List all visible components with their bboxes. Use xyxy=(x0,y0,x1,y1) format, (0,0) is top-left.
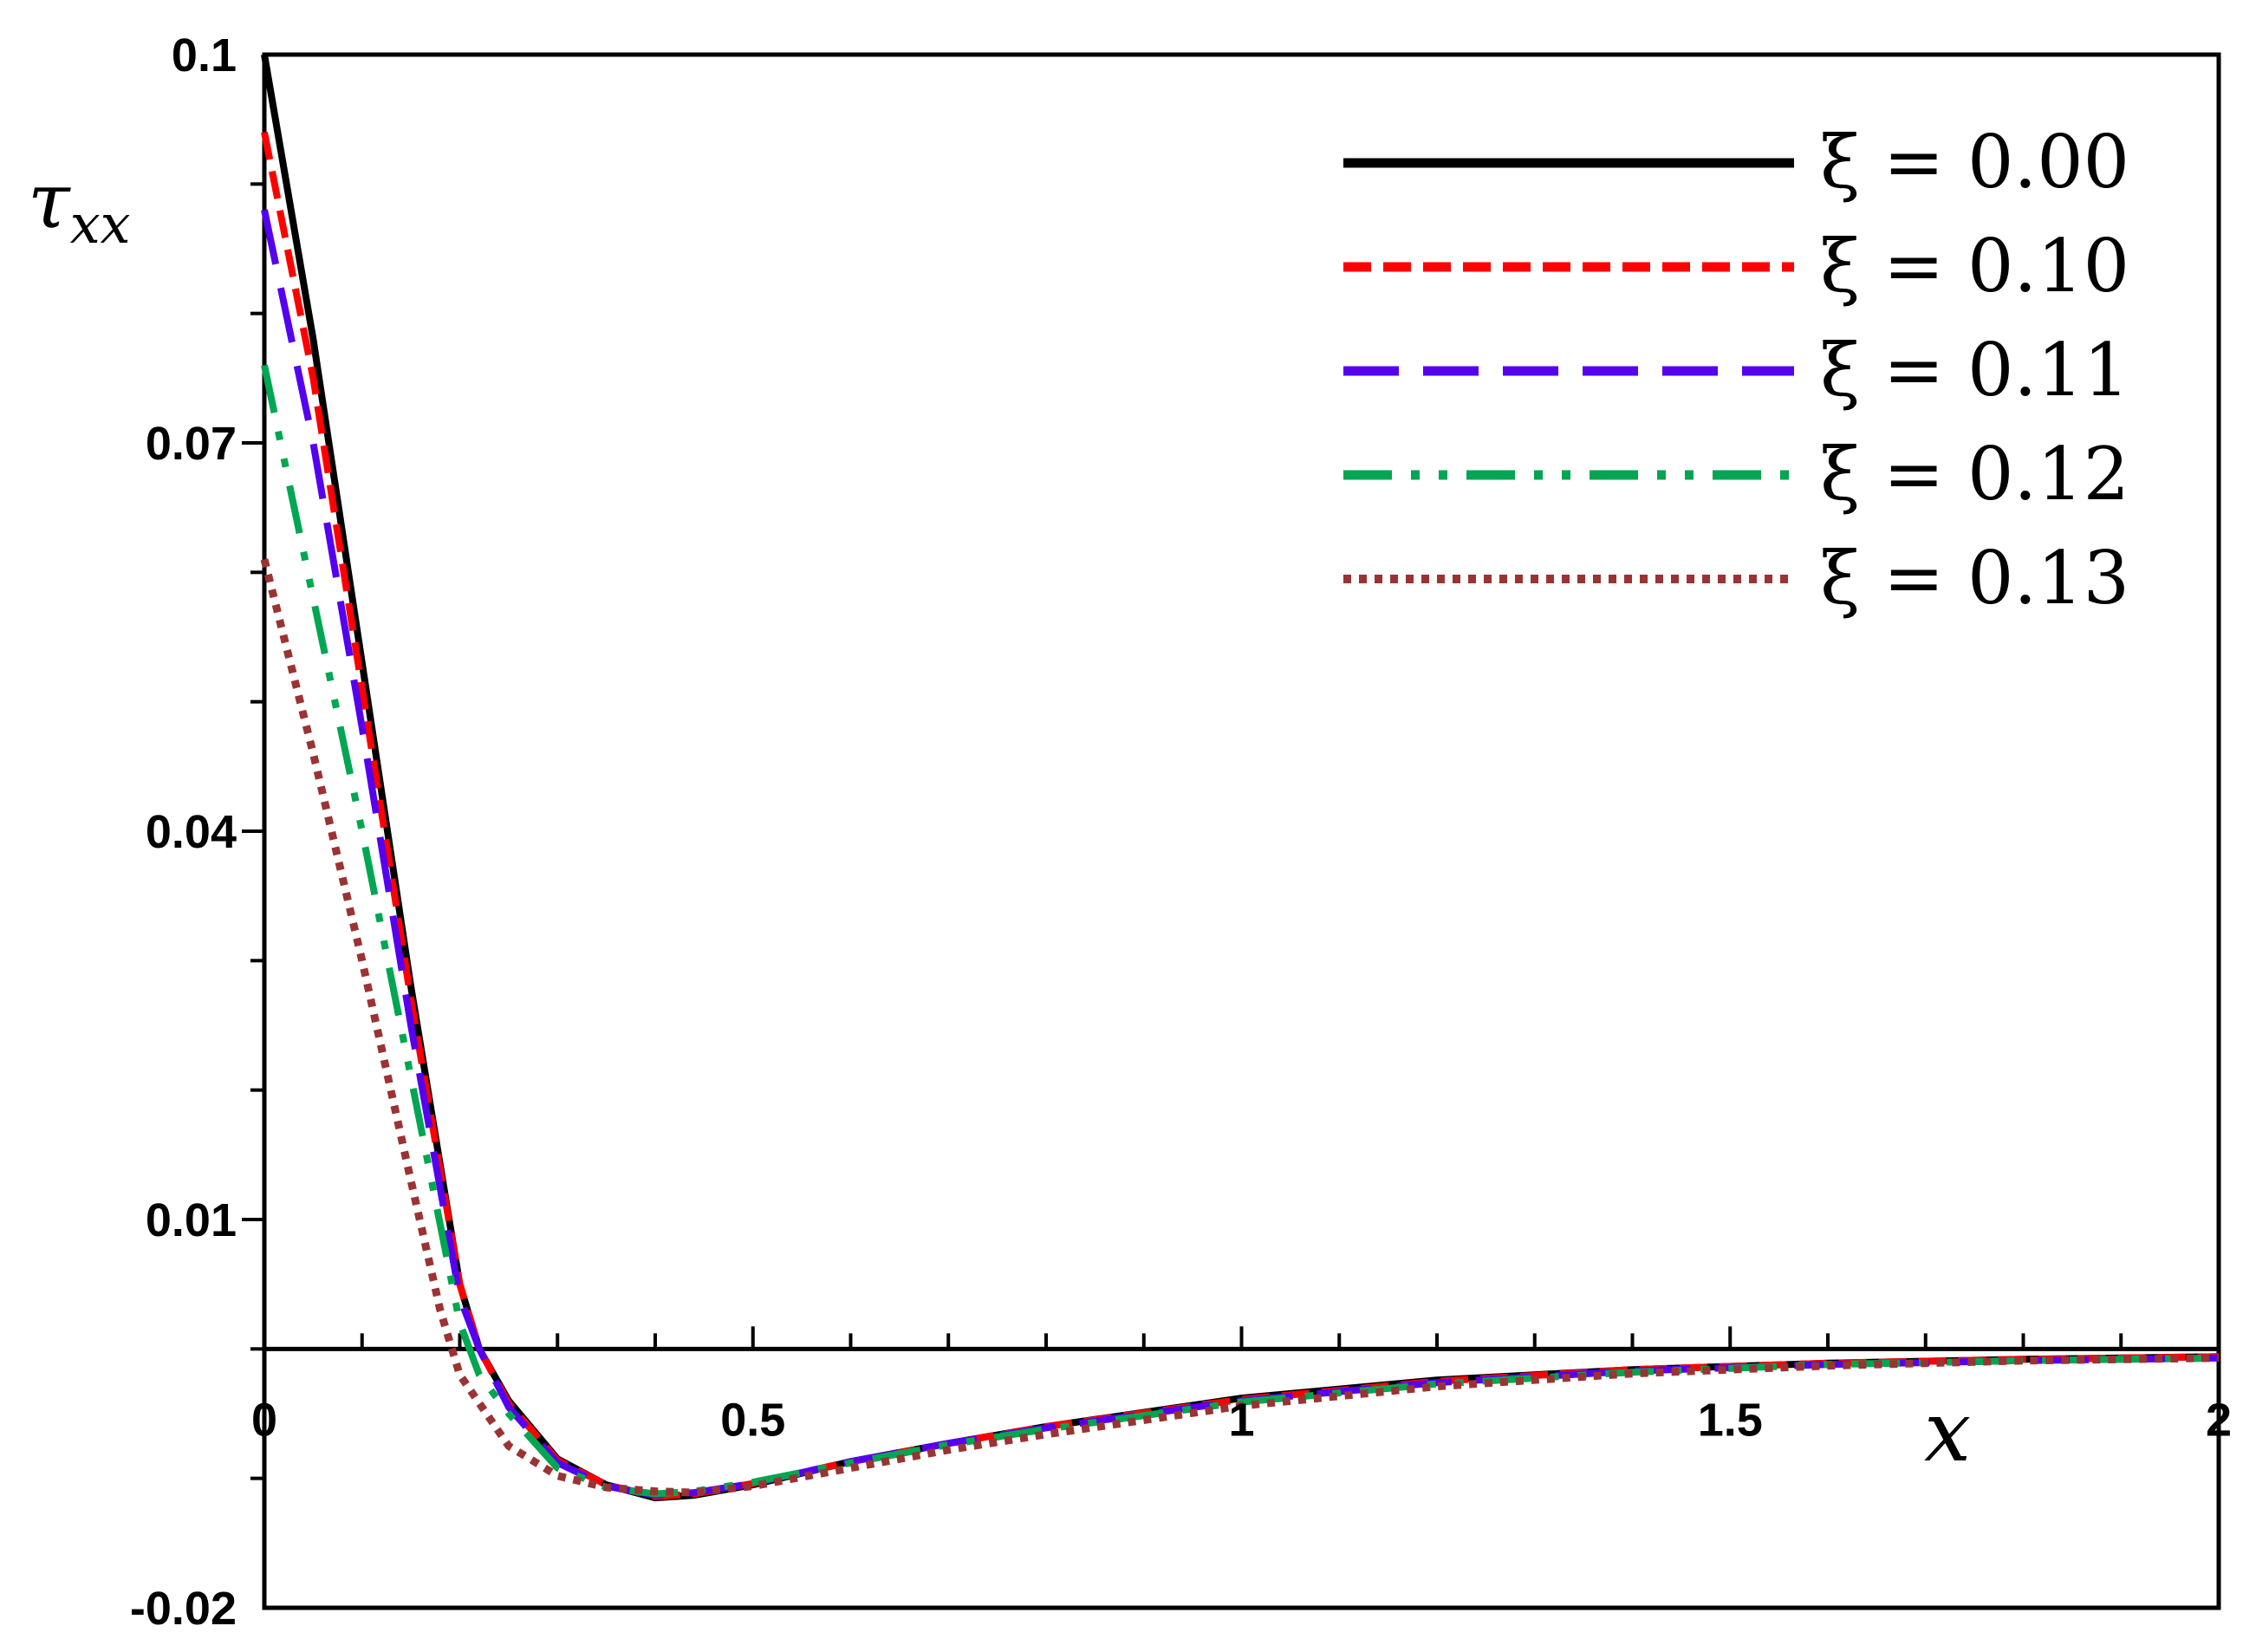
y-axis-label: τxx xyxy=(28,156,131,256)
x-tick-label: 1 xyxy=(1228,1394,1254,1446)
series-line-4 xyxy=(260,558,2220,1497)
series-line-3 xyxy=(261,364,2220,1498)
y-tick-label: 0.01 xyxy=(146,1194,237,1246)
x-tick-label: 2 xyxy=(2206,1394,2232,1446)
x-axis-label: x xyxy=(1924,1383,1971,1480)
x-tick-label: 1.5 xyxy=(1698,1394,1763,1446)
legend-label-1: ξ = 0.10 xyxy=(1820,224,2129,309)
y-tick-label: 0.04 xyxy=(146,806,237,858)
x-tick-label: 0.5 xyxy=(720,1394,785,1446)
legend-label-0: ξ = 0.00 xyxy=(1820,120,2129,205)
y-tick-label: 0.1 xyxy=(172,29,237,81)
y-tick-label: -0.02 xyxy=(130,1583,237,1635)
legend-label-2: ξ = 0.11 xyxy=(1820,328,2129,413)
legend-label-3: ξ = 0.12 xyxy=(1820,432,2129,517)
legend-label-4: ξ = 0.13 xyxy=(1820,536,2129,621)
x-tick-label: 0 xyxy=(251,1394,277,1446)
y-tick-label: 0.07 xyxy=(146,418,237,470)
